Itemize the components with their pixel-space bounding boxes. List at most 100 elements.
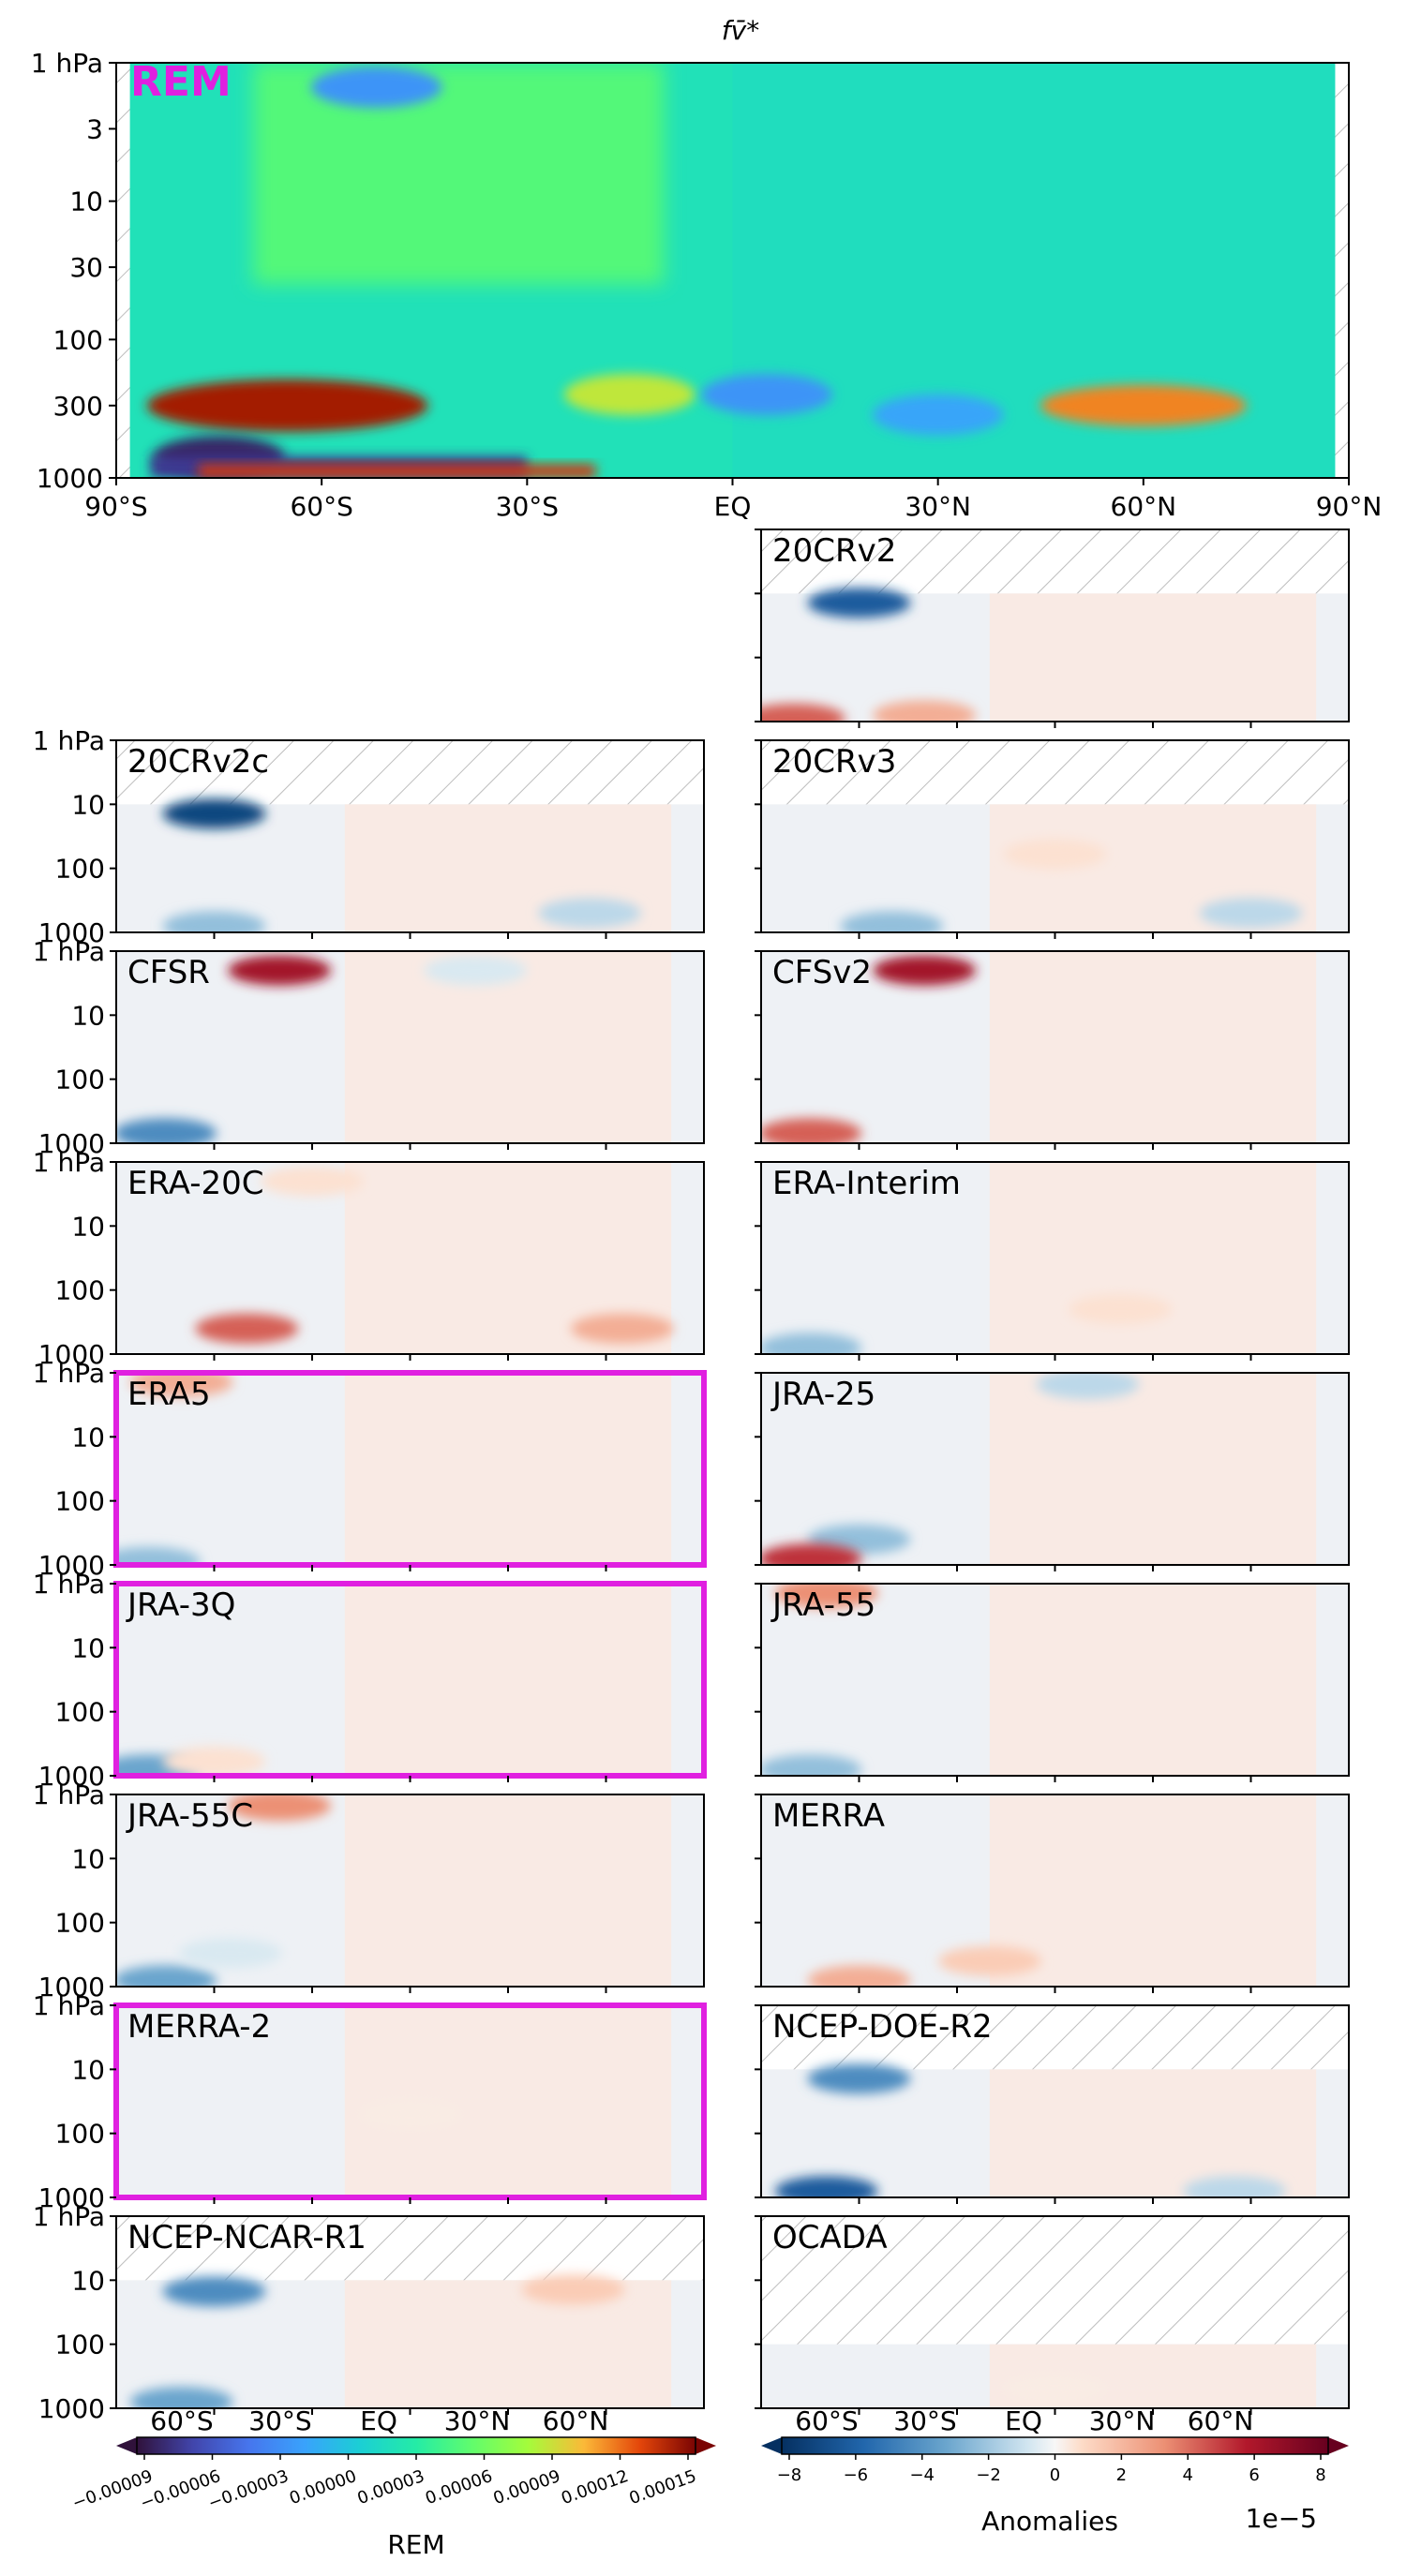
anomaly-feature xyxy=(228,1794,332,1822)
field-band xyxy=(344,1794,672,1987)
anomaly-field xyxy=(761,1162,1349,1354)
y-tick-label: 1000 xyxy=(38,917,105,948)
y-tick-label: 1 hPa xyxy=(33,1990,105,2021)
anomaly-feature xyxy=(162,798,266,829)
y-tick-label: 3 xyxy=(86,113,103,144)
field-band xyxy=(989,1584,1317,1776)
anomaly-feature xyxy=(116,1965,217,1987)
anomaly-feature xyxy=(424,955,528,986)
panel-label: 20CRv2c xyxy=(127,743,269,781)
colorbar-lat-label: 30°S xyxy=(248,2405,311,2436)
y-tick-label: 1 hPa xyxy=(33,1358,105,1389)
y-tick-label: 1000 xyxy=(38,1339,105,1370)
colorbar-tick-label: 0.00015 xyxy=(627,2466,699,2509)
y-tick-label: 10 xyxy=(71,2265,105,2296)
anomaly-panel: ERA-20C 1 hPa 10 100 1000 xyxy=(33,1147,705,1370)
anomaly-field xyxy=(761,1584,1349,1776)
y-tick-label: 10 xyxy=(71,1632,105,1663)
anomaly-feature xyxy=(761,1118,862,1143)
y-tick-label: 1 hPa xyxy=(33,1569,105,1600)
y-tick-label: 1 hPa xyxy=(33,1147,105,1178)
x-tick-label: 60°N xyxy=(1111,491,1177,522)
colorbar-lat-label: 60°N xyxy=(543,2405,609,2436)
anomaly-field xyxy=(116,1162,704,1354)
colorbar-tick-label: 2 xyxy=(1116,2465,1127,2485)
y-tick-label: 1000 xyxy=(38,2393,105,2424)
anomaly-field xyxy=(116,1794,704,1987)
colorbar-lat-label: 30°S xyxy=(893,2405,956,2436)
colorbar-lat-label: 30°N xyxy=(1089,2405,1156,2436)
y-tick-label: 10 xyxy=(71,1211,105,1242)
panel-label: CFSv2 xyxy=(772,954,872,991)
y-tick-label: 1 hPa xyxy=(33,1779,105,1810)
anomaly-field xyxy=(761,1373,1349,1565)
rem-feature xyxy=(310,67,442,109)
anomaly-feature xyxy=(129,1373,233,1397)
field-band xyxy=(989,951,1317,1143)
y-tick-label: 1 hPa xyxy=(33,725,105,756)
colorbar-lat-label: 60°S xyxy=(795,2405,858,2436)
colorbar-tick-label: 6 xyxy=(1249,2465,1259,2485)
anomaly-feature xyxy=(570,1313,674,1344)
panel-label: NCEP-DOE-R2 xyxy=(772,2008,993,2046)
anomaly-feature xyxy=(807,588,911,618)
colorbar-tick-label: 0.00006 xyxy=(423,2466,495,2509)
panel-label: JRA-25 xyxy=(770,1376,875,1413)
y-tick-label: 1000 xyxy=(38,2182,105,2213)
rem-colorbar-label: REM xyxy=(387,2529,444,2560)
rem-colorbar: 60°S 30°S EQ 30°N 60°N−0.00009−0.00006−0.000… xyxy=(69,2405,716,2513)
colorbar-tick-label: −6 xyxy=(844,2465,869,2485)
panel-label: JRA-3Q xyxy=(126,1586,235,1624)
y-tick-label: 10 xyxy=(71,1422,105,1452)
anomaly-feature xyxy=(1199,898,1303,929)
x-tick-label: 60°S xyxy=(290,491,352,522)
colorbar-tick-label: 0 xyxy=(1050,2465,1060,2485)
anomaly-panel: MERRA xyxy=(755,1794,1350,1993)
colorbar-lat-label: 60°N xyxy=(1188,2405,1254,2436)
anomaly-field xyxy=(116,951,704,1143)
panel-label: NCEP-NCAR-R1 xyxy=(127,2219,366,2256)
y-tick-label: 1000 xyxy=(38,1128,105,1159)
anomaly-feature xyxy=(116,1118,217,1143)
y-tick-label: 100 xyxy=(55,1697,105,1728)
anomaly-feature xyxy=(840,911,944,932)
y-tick-label: 100 xyxy=(53,324,103,355)
panel-label: MERRA xyxy=(772,1797,885,1835)
colorbar-bar xyxy=(137,2437,696,2454)
anomaly-field xyxy=(116,1373,704,1565)
field-band xyxy=(989,1373,1317,1565)
y-tick-label: 1000 xyxy=(38,1550,105,1581)
rem-field-band xyxy=(732,63,1336,478)
y-tick-label: 10 xyxy=(71,2054,105,2085)
y-tick-label: 100 xyxy=(55,854,105,885)
y-tick-label: 100 xyxy=(55,1275,105,1306)
anomaly-panel: JRA-55C 1 hPa 10 100 1000 xyxy=(33,1779,705,2003)
y-tick-label: 100 xyxy=(55,1908,105,1939)
colorbar-tick-label: 4 xyxy=(1183,2465,1193,2485)
rem-feature xyxy=(563,374,696,416)
panel-label: OCADA xyxy=(772,2219,888,2256)
anomaly-field xyxy=(761,1794,1349,1987)
anomaly-feature xyxy=(807,1965,911,1987)
panel-label: 20CRv3 xyxy=(772,743,896,781)
anomaly-feature xyxy=(1003,839,1107,870)
x-tick-label: 30°N xyxy=(905,491,971,522)
anomaly-panel: 20CRv3 xyxy=(755,739,1350,939)
colorbar-lat-label: 60°S xyxy=(150,2405,213,2436)
colorbar-tick-label: −8 xyxy=(777,2465,802,2485)
field-band xyxy=(989,2069,1317,2197)
anomaly-feature xyxy=(162,911,266,932)
anomaly-panel: 20CRv2 xyxy=(755,529,1350,728)
y-tick-label: 10 xyxy=(71,789,105,820)
y-tick-label: 100 xyxy=(55,1065,105,1095)
rem-feature xyxy=(198,464,596,478)
anomaly-feature xyxy=(1036,1373,1140,1400)
anomaly-panel: 20CRv2c 1 hPa 10 100 1000 xyxy=(33,725,705,948)
anomaly-field xyxy=(761,951,1349,1143)
y-tick-label: 1 hPa xyxy=(31,48,103,79)
anomaly-feature xyxy=(538,898,642,929)
rem-feature xyxy=(701,374,833,416)
y-tick-label: 100 xyxy=(55,2330,105,2360)
anomaly-feature xyxy=(358,2099,462,2130)
x-tick-label: 90°S xyxy=(84,491,147,522)
